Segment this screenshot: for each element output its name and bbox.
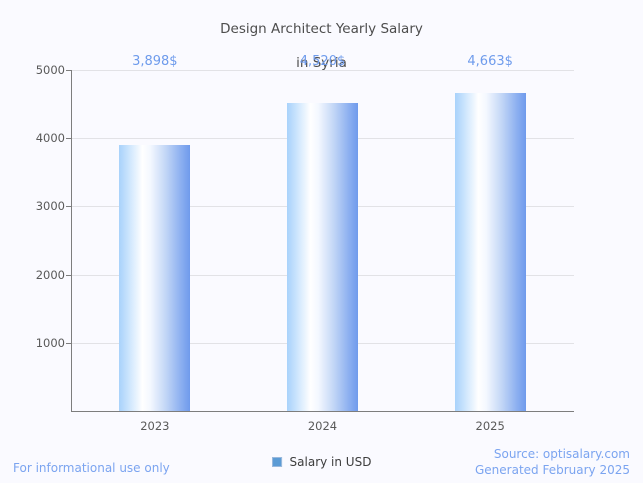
gridline [71,70,574,71]
y-axis-tick-label: 2000 [35,267,65,282]
bar-value-label: 3,898$ [132,54,178,69]
legend-item-label: Salary in USD [289,455,372,469]
x-axis-tick-label: 2024 [307,419,338,433]
x-axis-tick-label: 2023 [140,419,170,433]
generated-line: Generated February 2025 [474,463,630,477]
bar-value-label: 4,520$ [299,54,346,69]
chart-title-line-1: Design Architect Yearly Salary [220,21,423,37]
y-axis-line [71,70,72,412]
y-axis-tick-mark [66,342,71,344]
y-axis-labels: 1000 2000 3000 4000 5000 [0,0,65,483]
chart-legend[interactable]: Salary in USD [261,452,382,472]
bar-2023[interactable] [119,145,191,411]
y-axis-tick-label: 1000 [35,335,65,350]
chart-title: Design Architect Yearly Salary in Syria [0,4,643,89]
bar-value-label: 4,663$ [467,54,513,69]
y-axis-tick-mark [66,274,71,276]
chart-title-line-2: in Syria [296,55,347,71]
y-axis-tick-mark [66,206,71,208]
y-axis-tick-label: 4000 [35,131,65,146]
legend-swatch-icon [271,457,282,467]
x-axis-tick-label: 2025 [475,419,505,433]
bar-2025[interactable] [454,92,526,411]
y-axis-tick-label: 3000 [35,199,65,214]
source-line: Source: optisalary.com [493,447,630,461]
y-axis-tick-label: 5000 [35,63,65,77]
y-axis-tick-mark [66,70,71,71]
bar-2024[interactable] [287,102,358,411]
x-axis-line [71,411,574,412]
y-axis-tick-mark [66,138,71,140]
source-note: Source: optisalary.com Generated Februar… [475,446,630,478]
disclaimer-note: For informational use only [13,461,170,475]
